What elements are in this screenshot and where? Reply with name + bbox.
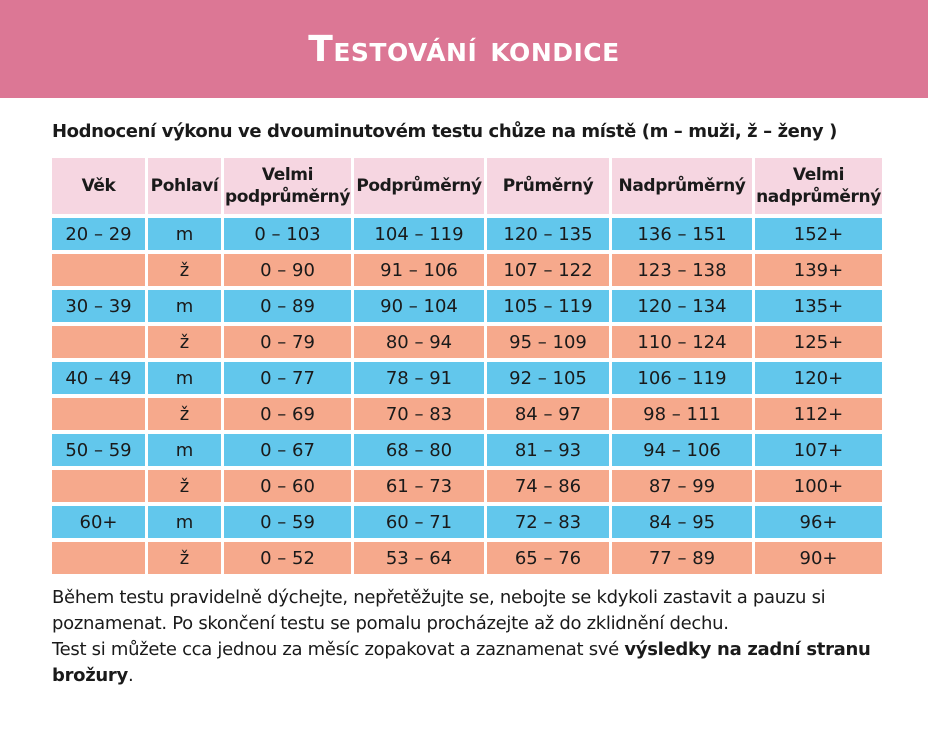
instructions-suffix: . — [127, 665, 134, 686]
age-cell — [52, 542, 145, 574]
above-average-cell: 77 – 89 — [612, 542, 752, 574]
sex-cell: m — [148, 362, 221, 394]
average-cell: 107 – 122 — [487, 254, 609, 286]
very-above-average-cell: 112+ — [755, 398, 882, 430]
age-cell: 30 – 39 — [52, 290, 145, 322]
instructions-paragraph-1: Během testu pravidelně dýchejte, nepřetě… — [52, 587, 826, 634]
above-average-cell: 87 – 99 — [612, 470, 752, 502]
age-cell — [52, 254, 145, 286]
very-above-average-cell: 107+ — [755, 434, 882, 466]
above-average-cell: 98 – 111 — [612, 398, 752, 430]
column-header-very-below-average: Velmi podprůměrný — [224, 158, 351, 214]
column-header-above-average: Nadprůměrný — [612, 158, 752, 214]
table-row: 40 – 49 m 0 – 77 78 – 91 92 – 105 106 – 119 12… — [52, 362, 882, 394]
below-average-cell: 80 – 94 — [354, 326, 484, 358]
table-row: 20 – 29 m 0 – 103 104 – 119 120 – 135 136 – 1… — [52, 218, 882, 250]
above-average-cell: 94 – 106 — [612, 434, 752, 466]
very-below-average-cell: 0 – 69 — [224, 398, 351, 430]
below-average-cell: 91 – 106 — [354, 254, 484, 286]
above-average-cell: 110 – 124 — [612, 326, 752, 358]
above-average-cell: 123 – 138 — [612, 254, 752, 286]
instructions-prefix: Test si můžete cca jednou za měsíc zopak… — [52, 639, 625, 660]
age-cell — [52, 470, 145, 502]
title-banner: Testování kondice — [0, 0, 928, 98]
very-below-average-cell: 0 – 90 — [224, 254, 351, 286]
sex-cell: ž — [148, 326, 221, 358]
very-below-average-cell: 0 – 59 — [224, 506, 351, 538]
very-below-average-cell: 0 – 103 — [224, 218, 351, 250]
average-cell: 105 – 119 — [487, 290, 609, 322]
age-cell: 40 – 49 — [52, 362, 145, 394]
average-cell: 81 – 93 — [487, 434, 609, 466]
average-cell: 84 – 97 — [487, 398, 609, 430]
below-average-cell: 61 – 73 — [354, 470, 484, 502]
sex-cell: m — [148, 434, 221, 466]
very-below-average-cell: 0 – 67 — [224, 434, 351, 466]
very-below-average-cell: 0 – 89 — [224, 290, 351, 322]
sex-cell: m — [148, 218, 221, 250]
average-cell: 120 – 135 — [487, 218, 609, 250]
below-average-cell: 78 – 91 — [354, 362, 484, 394]
sex-cell: m — [148, 506, 221, 538]
sex-cell: m — [148, 290, 221, 322]
table-row: 30 – 39 m 0 – 89 90 – 104 105 – 119 120 – 134… — [52, 290, 882, 322]
average-cell: 92 – 105 — [487, 362, 609, 394]
age-cell: 20 – 29 — [52, 218, 145, 250]
age-cell — [52, 326, 145, 358]
very-above-average-cell: 139+ — [755, 254, 882, 286]
below-average-cell: 70 – 83 — [354, 398, 484, 430]
sex-cell: ž — [148, 470, 221, 502]
age-cell: 60+ — [52, 506, 145, 538]
very-above-average-cell: 135+ — [755, 290, 882, 322]
average-cell: 72 – 83 — [487, 506, 609, 538]
below-average-cell: 60 – 71 — [354, 506, 484, 538]
column-header-below-average: Podprůměrný — [354, 158, 484, 214]
average-cell: 74 – 86 — [487, 470, 609, 502]
results-table: Věk Pohlaví Velmi podprůměrný Podprůměrn… — [49, 154, 885, 578]
instructions-text: Během testu pravidelně dýchejte, nepřetě… — [52, 585, 892, 689]
age-cell — [52, 398, 145, 430]
instructions-paragraph-2: Test si můžete cca jednou za měsíc zopak… — [52, 637, 892, 689]
above-average-cell: 136 – 151 — [612, 218, 752, 250]
sex-cell: ž — [148, 542, 221, 574]
age-cell: 50 – 59 — [52, 434, 145, 466]
below-average-cell: 104 – 119 — [354, 218, 484, 250]
column-header-very-above-average: Velmi nadprůměrný — [755, 158, 882, 214]
above-average-cell: 120 – 134 — [612, 290, 752, 322]
average-cell: 65 – 76 — [487, 542, 609, 574]
page-title: Testování kondice — [308, 28, 620, 70]
very-above-average-cell: 96+ — [755, 506, 882, 538]
above-average-cell: 84 – 95 — [612, 506, 752, 538]
table-header-row: Věk Pohlaví Velmi podprůměrný Podprůměrn… — [52, 158, 882, 214]
sex-cell: ž — [148, 254, 221, 286]
table-body: 20 – 29 m 0 – 103 104 – 119 120 – 135 136 – 1… — [52, 218, 882, 574]
very-above-average-cell: 125+ — [755, 326, 882, 358]
table-title: Hodnocení výkonu ve dvouminutovém testu … — [52, 121, 837, 142]
below-average-cell: 53 – 64 — [354, 542, 484, 574]
table-row: 60+ m 0 – 59 60 – 71 72 – 83 84 – 95 96+ — [52, 506, 882, 538]
very-below-average-cell: 0 – 79 — [224, 326, 351, 358]
very-below-average-cell: 0 – 52 — [224, 542, 351, 574]
column-header-average: Průměrný — [487, 158, 609, 214]
very-above-average-cell: 120+ — [755, 362, 882, 394]
below-average-cell: 68 – 80 — [354, 434, 484, 466]
above-average-cell: 106 – 119 — [612, 362, 752, 394]
sex-cell: ž — [148, 398, 221, 430]
very-above-average-cell: 152+ — [755, 218, 882, 250]
instructions-bold-results: výsledky na zadní stranu brožury — [52, 639, 871, 686]
below-average-cell: 90 – 104 — [354, 290, 484, 322]
average-cell: 95 – 109 — [487, 326, 609, 358]
column-header-sex: Pohlaví — [148, 158, 221, 214]
very-above-average-cell: 100+ — [755, 470, 882, 502]
very-above-average-cell: 90+ — [755, 542, 882, 574]
column-header-age: Věk — [52, 158, 145, 214]
table-row: 50 – 59 m 0 – 67 68 – 80 81 – 93 94 – 106 107+ — [52, 434, 882, 466]
very-below-average-cell: 0 – 77 — [224, 362, 351, 394]
very-below-average-cell: 0 – 60 — [224, 470, 351, 502]
